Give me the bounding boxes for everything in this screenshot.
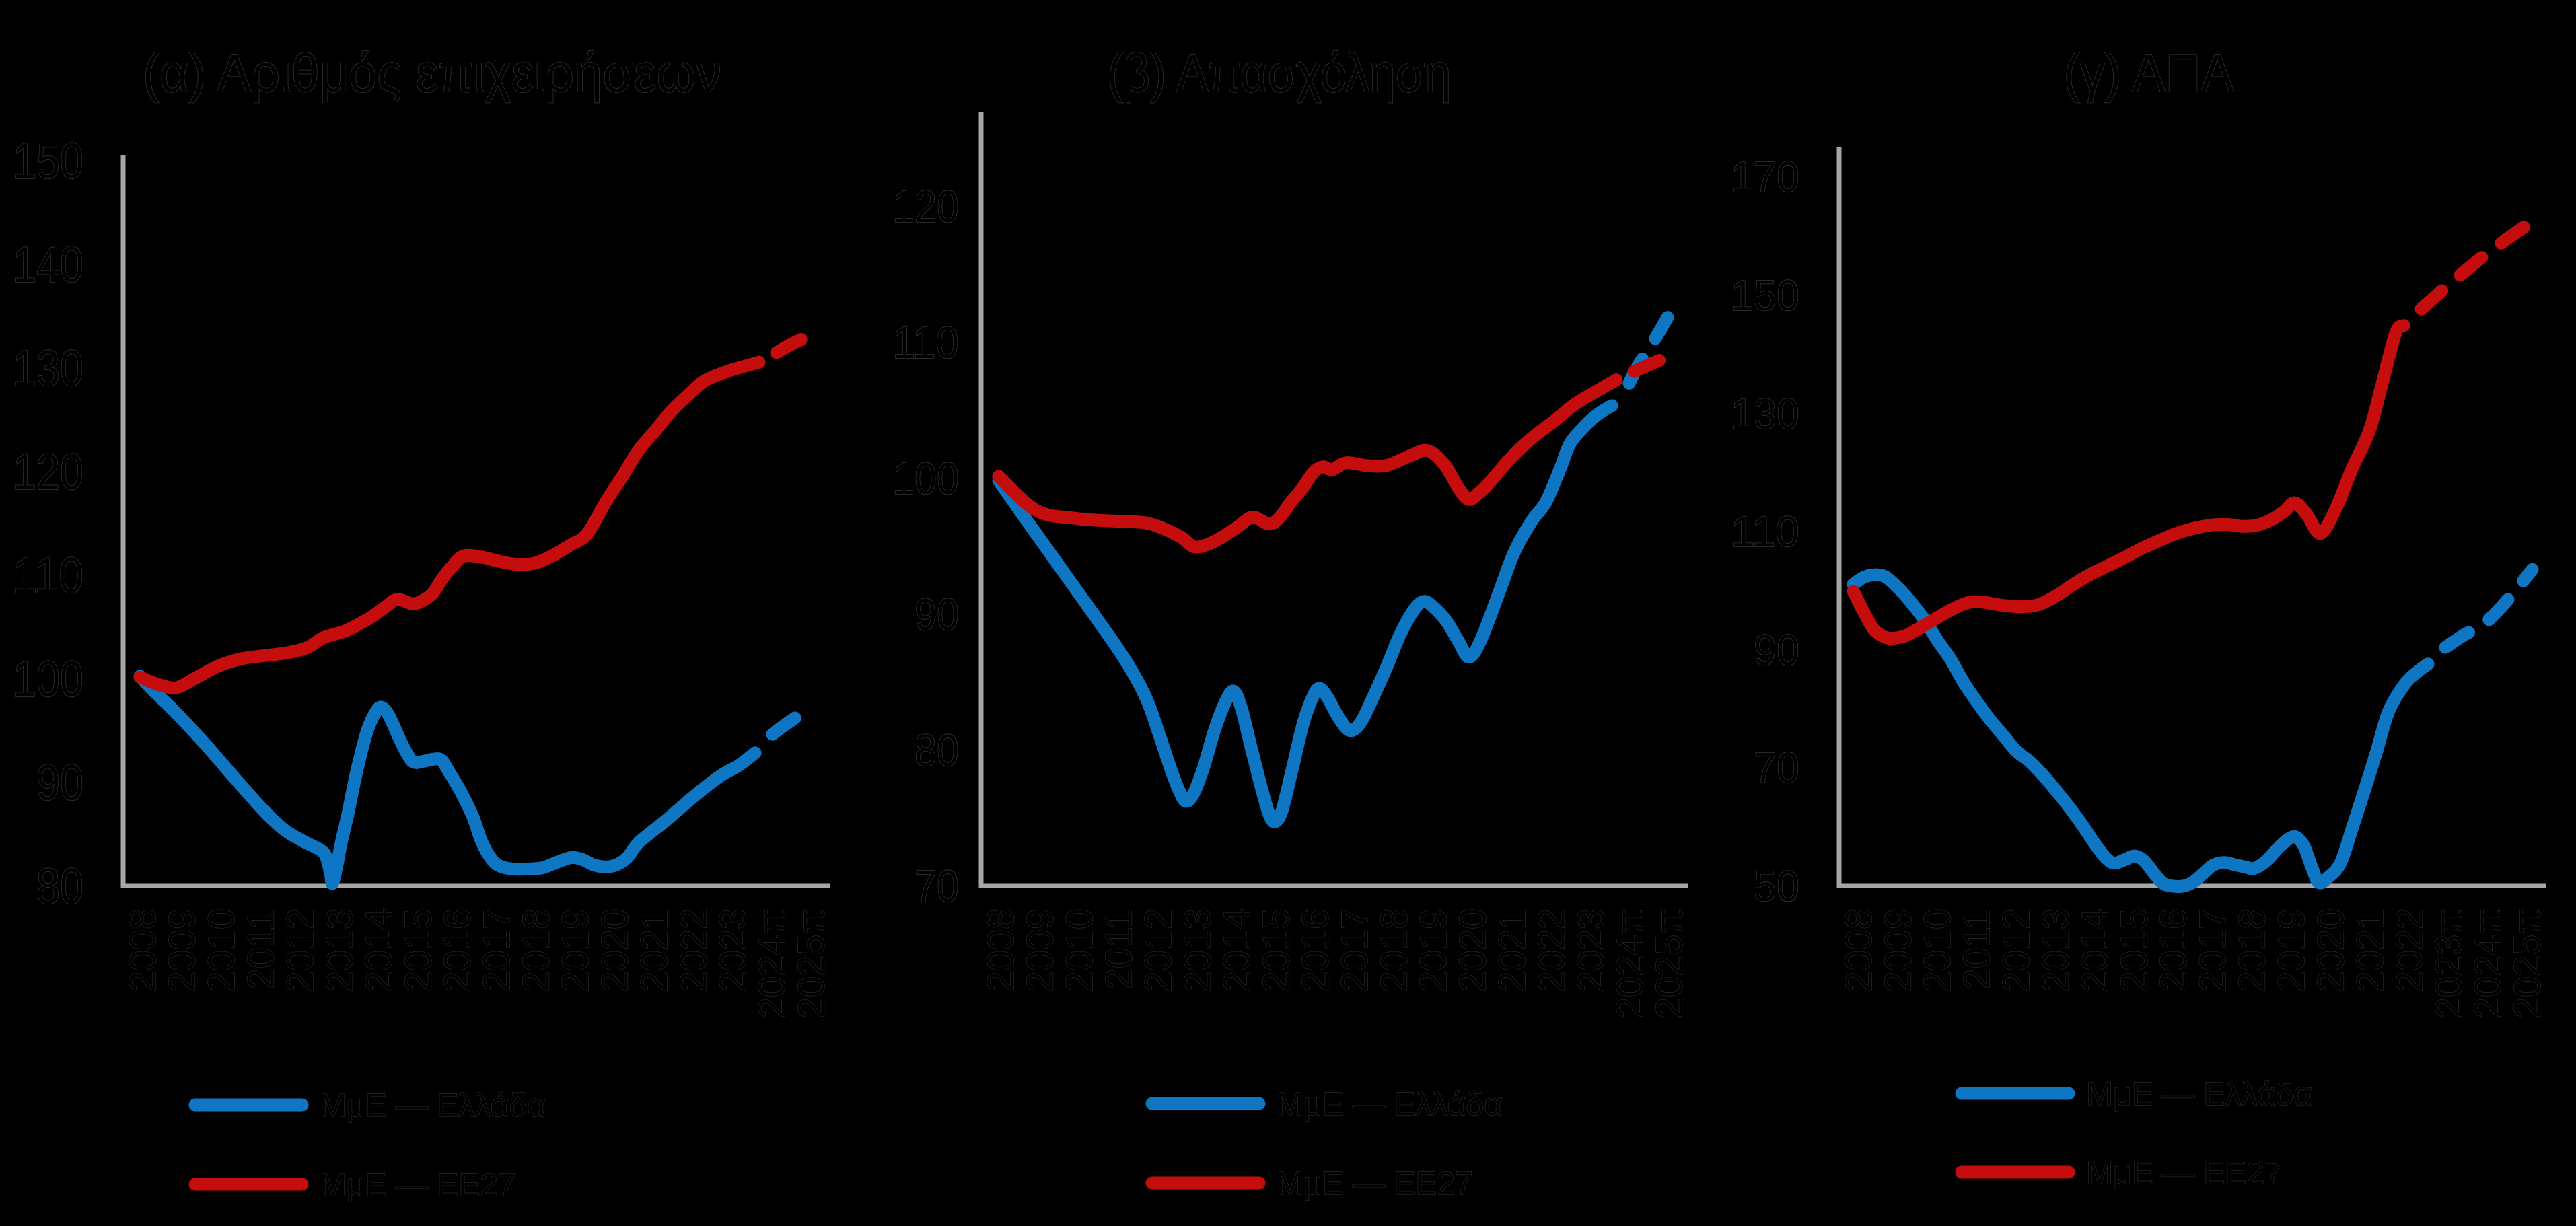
svg-text:2008: 2008: [121, 908, 164, 993]
svg-text:(β) Απασχόληση: (β) Απασχόληση: [1108, 43, 1452, 103]
svg-text:2009: 2009: [1019, 908, 1061, 993]
svg-text:100: 100: [13, 651, 83, 707]
svg-text:50: 50: [1754, 862, 1799, 910]
svg-text:2020: 2020: [1452, 908, 1494, 993]
svg-text:90: 90: [36, 754, 83, 811]
svg-text:(γ) ΑΠΑ: (γ) ΑΠΑ: [2064, 43, 2235, 103]
svg-text:70: 70: [915, 861, 959, 912]
svg-text:2011: 2011: [1098, 908, 1140, 989]
svg-text:2025π: 2025π: [790, 908, 832, 1018]
svg-text:110: 110: [13, 547, 83, 604]
svg-text:2016: 2016: [436, 908, 478, 993]
svg-text:2015: 2015: [2112, 908, 2155, 993]
svg-text:2021: 2021: [633, 908, 675, 993]
svg-text:2022: 2022: [672, 908, 714, 993]
svg-text:2010: 2010: [1058, 908, 1100, 993]
svg-text:(α) Αριθμός επιχειρήσεων: (α) Αριθμός επιχειρήσεων: [143, 43, 721, 103]
svg-text:2020: 2020: [2310, 908, 2352, 993]
svg-text:2013: 2013: [1176, 908, 1218, 993]
svg-text:2010: 2010: [1916, 908, 1958, 993]
svg-text:70: 70: [1754, 744, 1799, 792]
svg-text:170: 170: [1731, 153, 1799, 201]
svg-text:2013: 2013: [318, 908, 360, 993]
svg-text:2019: 2019: [554, 908, 596, 993]
svg-text:2025π: 2025π: [2506, 908, 2548, 1018]
svg-text:ΜμΕ — ΕΕ27: ΜμΕ — ΕΕ27: [320, 1167, 516, 1203]
svg-text:2018: 2018: [1373, 908, 1415, 993]
svg-text:120: 120: [13, 443, 83, 500]
svg-text:2017: 2017: [1333, 908, 1375, 993]
svg-text:2024π: 2024π: [2466, 908, 2509, 1018]
svg-text:2023π: 2023π: [2427, 908, 2470, 1018]
svg-text:80: 80: [915, 725, 959, 776]
svg-text:2014: 2014: [2073, 908, 2116, 993]
svg-text:2018: 2018: [2231, 908, 2273, 993]
svg-text:2012: 2012: [1995, 908, 2037, 993]
svg-text:2021: 2021: [1491, 908, 1533, 993]
svg-text:150: 150: [13, 133, 83, 189]
svg-text:2012: 2012: [279, 908, 321, 993]
svg-text:2021: 2021: [2349, 908, 2391, 993]
svg-text:ΜμΕ — ΕΕ27: ΜμΕ — ΕΕ27: [1277, 1166, 1473, 1202]
svg-text:80: 80: [36, 858, 83, 914]
svg-text:2015: 2015: [396, 908, 439, 993]
svg-text:130: 130: [1731, 390, 1799, 438]
svg-text:2009: 2009: [1877, 908, 1919, 993]
svg-text:ΜμΕ — Ελλάδα: ΜμΕ — Ελλάδα: [2086, 1077, 2312, 1112]
svg-text:ΜμΕ — ΕΕ27: ΜμΕ — ΕΕ27: [2086, 1155, 2283, 1191]
svg-text:2023: 2023: [711, 908, 754, 993]
svg-text:2024π: 2024π: [1608, 908, 1651, 1018]
svg-text:2019: 2019: [2270, 908, 2312, 993]
svg-text:120: 120: [892, 182, 959, 232]
svg-text:110: 110: [892, 318, 959, 368]
svg-text:2014: 2014: [357, 908, 400, 993]
svg-text:110: 110: [1731, 507, 1799, 556]
svg-text:2010: 2010: [200, 908, 242, 993]
svg-text:2019: 2019: [1412, 908, 1454, 993]
svg-text:2024π: 2024π: [750, 908, 793, 1018]
svg-text:2014: 2014: [1215, 908, 1258, 993]
svg-text:2023: 2023: [1569, 908, 1612, 993]
svg-text:2015: 2015: [1254, 908, 1297, 993]
svg-text:150: 150: [1731, 271, 1799, 320]
svg-text:2008: 2008: [979, 908, 1022, 993]
svg-text:90: 90: [1754, 626, 1799, 674]
svg-text:2016: 2016: [2152, 908, 2194, 993]
svg-text:2017: 2017: [2191, 908, 2233, 993]
svg-text:ΜμΕ — Ελλάδα: ΜμΕ — Ελλάδα: [320, 1088, 546, 1124]
svg-text:ΜμΕ — Ελλάδα: ΜμΕ — Ελλάδα: [1277, 1087, 1503, 1122]
svg-text:2011: 2011: [240, 908, 282, 989]
svg-text:2009: 2009: [161, 908, 203, 993]
svg-text:2013: 2013: [2034, 908, 2076, 993]
svg-text:2022: 2022: [2388, 908, 2430, 993]
svg-text:2017: 2017: [475, 908, 517, 993]
svg-text:130: 130: [13, 340, 83, 396]
svg-text:2025π: 2025π: [1648, 908, 1690, 1018]
svg-text:100: 100: [892, 454, 959, 504]
svg-text:2020: 2020: [594, 908, 636, 993]
svg-text:90: 90: [915, 589, 959, 640]
svg-text:2018: 2018: [515, 908, 557, 993]
svg-text:2011: 2011: [1956, 908, 1998, 989]
svg-text:2016: 2016: [1294, 908, 1336, 993]
svg-text:2012: 2012: [1137, 908, 1179, 993]
svg-text:2008: 2008: [1837, 908, 1880, 993]
svg-text:2022: 2022: [1530, 908, 1572, 993]
svg-text:140: 140: [13, 236, 83, 293]
